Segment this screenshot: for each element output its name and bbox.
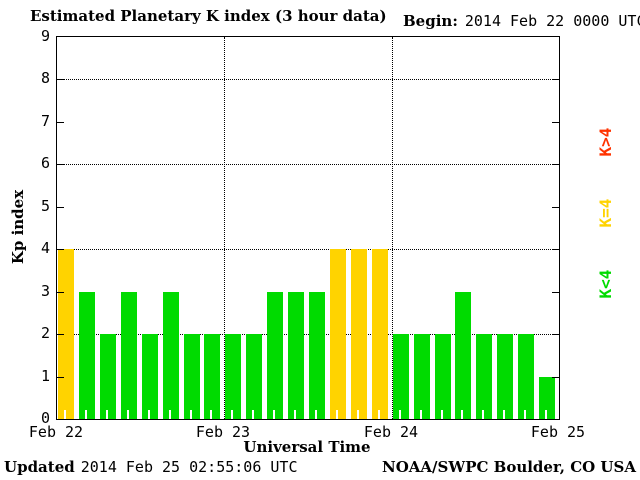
y-axis-title: Kp index bbox=[9, 189, 27, 265]
kp-bar bbox=[393, 334, 409, 419]
x-minor-tick bbox=[294, 410, 296, 419]
y-tick-label-5: 5 bbox=[40, 197, 50, 215]
kp-bar bbox=[497, 334, 513, 419]
kp-bar bbox=[184, 334, 200, 419]
x-minor-tick bbox=[524, 410, 526, 419]
kp-bar bbox=[288, 292, 304, 419]
kp-bar bbox=[163, 292, 179, 419]
y-tick-label-3: 3 bbox=[40, 282, 50, 300]
kp-bar bbox=[79, 292, 95, 419]
kp-bar bbox=[476, 334, 492, 419]
kp-bar bbox=[121, 292, 137, 419]
y-tick-label-4: 4 bbox=[40, 239, 50, 257]
x-tick-label-feb-25: Feb 25 bbox=[530, 423, 586, 441]
legend-item-k-gt-4: K>4 bbox=[596, 127, 615, 157]
x-minor-tick bbox=[148, 410, 150, 419]
x-minor-tick bbox=[545, 410, 547, 419]
kp-bar bbox=[414, 334, 430, 419]
left-tick-3 bbox=[57, 292, 64, 293]
x-minor-tick bbox=[190, 410, 192, 419]
left-tick-7 bbox=[57, 122, 64, 123]
kp-bar bbox=[267, 292, 283, 419]
updated-label: Updated bbox=[4, 458, 75, 476]
plot-area bbox=[56, 36, 560, 420]
y-tick-label-6: 6 bbox=[40, 154, 50, 172]
kp-bar bbox=[204, 334, 220, 419]
kp-bar bbox=[539, 377, 555, 419]
kp-bar bbox=[351, 249, 367, 419]
right-tick-1 bbox=[552, 377, 559, 378]
x-minor-tick bbox=[273, 410, 275, 419]
gridline-y-6 bbox=[57, 164, 559, 165]
y-tick-label-9: 9 bbox=[40, 27, 50, 45]
right-tick-8 bbox=[552, 79, 559, 80]
x-minor-tick bbox=[399, 410, 401, 419]
x-minor-tick bbox=[441, 410, 443, 419]
begin-label: Begin: bbox=[403, 12, 458, 30]
right-tick-5 bbox=[552, 207, 559, 208]
right-tick-2 bbox=[552, 334, 559, 335]
updated-value: 2014 Feb 25 02:55:06 UTC bbox=[80, 458, 298, 476]
x-minor-tick bbox=[210, 410, 212, 419]
begin-line: Begin: 2014 Feb 22 0000 UTC bbox=[403, 12, 640, 30]
kp-bar bbox=[435, 334, 451, 419]
x-minor-tick bbox=[420, 410, 422, 419]
credit-text: NOAA/SWPC Boulder, CO USA bbox=[381, 458, 636, 476]
right-tick-6 bbox=[552, 164, 559, 165]
x-minor-tick bbox=[503, 410, 505, 419]
updated-line: Updated 2014 Feb 25 02:55:06 UTC bbox=[4, 458, 298, 476]
x-minor-tick bbox=[482, 410, 484, 419]
kp-bar bbox=[100, 334, 116, 419]
left-tick-5 bbox=[57, 207, 64, 208]
kp-bar bbox=[58, 249, 74, 419]
x-minor-tick bbox=[85, 410, 87, 419]
x-tick-label-feb-23: Feb 23 bbox=[195, 423, 251, 441]
gridline-y-2 bbox=[57, 334, 559, 335]
gridline-y-8 bbox=[57, 79, 559, 80]
x-minor-tick bbox=[169, 410, 171, 419]
y-tick-label-0: 0 bbox=[40, 409, 50, 427]
x-minor-tick bbox=[315, 410, 317, 419]
y-tick-label-8: 8 bbox=[40, 69, 50, 87]
right-tick-3 bbox=[552, 292, 559, 293]
kp-bar bbox=[309, 292, 325, 419]
kp-bar bbox=[518, 334, 534, 419]
kp-bar bbox=[372, 249, 388, 419]
left-tick-1 bbox=[57, 377, 64, 378]
gridline-day-boundary-2 bbox=[392, 37, 393, 419]
x-minor-tick bbox=[64, 410, 66, 419]
x-axis-title: Universal Time bbox=[243, 438, 371, 456]
kp-bar bbox=[455, 292, 471, 419]
kp-bar bbox=[330, 249, 346, 419]
x-minor-tick bbox=[378, 410, 380, 419]
x-tick-label-feb-22: Feb 22 bbox=[28, 423, 84, 441]
legend-item-k-eq-4: K=4 bbox=[596, 198, 615, 228]
y-tick-label-2: 2 bbox=[40, 324, 50, 342]
kp-bar bbox=[225, 334, 241, 419]
right-tick-7 bbox=[552, 122, 559, 123]
x-tick-label-feb-24: Feb 24 bbox=[363, 423, 419, 441]
left-tick-4 bbox=[57, 249, 64, 250]
begin-value: 2014 Feb 22 0000 UTC bbox=[464, 12, 640, 30]
kp-bar bbox=[246, 334, 262, 419]
chart-title: Estimated Planetary K index (3 hour data… bbox=[30, 7, 387, 25]
left-tick-6 bbox=[57, 164, 64, 165]
x-minor-tick bbox=[336, 410, 338, 419]
kp-bar bbox=[142, 334, 158, 419]
gridline-day-boundary-1 bbox=[224, 37, 225, 419]
x-minor-tick bbox=[461, 410, 463, 419]
x-minor-tick bbox=[231, 410, 233, 419]
left-tick-8 bbox=[57, 79, 64, 80]
x-minor-tick bbox=[252, 410, 254, 419]
legend-item-k-lt-4: K<4 bbox=[596, 269, 615, 299]
left-tick-2 bbox=[57, 334, 64, 335]
x-minor-tick bbox=[106, 410, 108, 419]
y-tick-label-7: 7 bbox=[40, 112, 50, 130]
right-tick-4 bbox=[552, 249, 559, 250]
y-tick-label-1: 1 bbox=[40, 367, 50, 385]
x-minor-tick bbox=[357, 410, 359, 419]
x-minor-tick bbox=[127, 410, 129, 419]
gridline-y-4 bbox=[57, 249, 559, 250]
